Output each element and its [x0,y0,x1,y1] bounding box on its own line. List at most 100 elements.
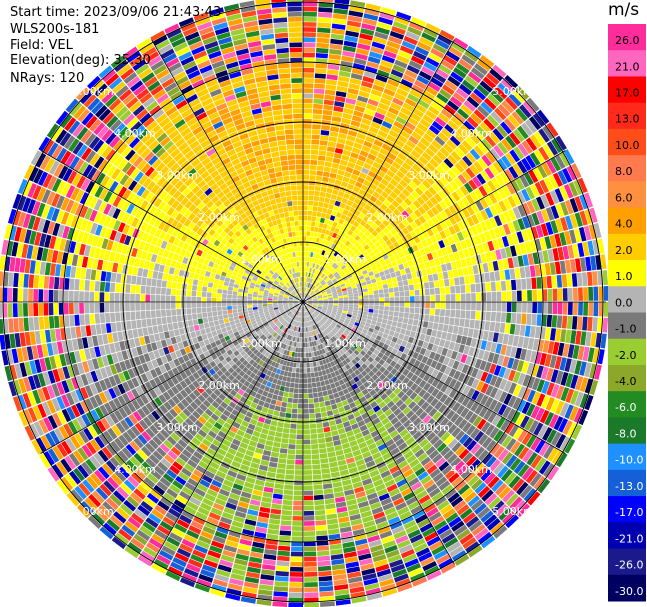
radar-gate-cell [467,495,481,508]
radar-gate-cell [320,380,326,387]
radar-gate-cell [146,492,160,504]
radar-gate-cell [536,365,544,379]
radar-gate-cell [424,565,440,576]
radar-gate-cell [487,93,501,107]
radar-gate-cell [502,223,511,235]
radar-gate-cell [113,397,122,409]
radar-gate-cell [326,146,336,153]
radar-gate-cell [331,563,346,571]
radar-gate-cell [298,306,301,311]
radar-gate-cell [303,505,314,511]
radar-gate-cell [210,353,218,361]
radar-gate-cell [310,291,314,296]
radar-gate-cell [119,361,127,372]
radar-gate-cell [84,385,94,398]
radar-gate-cell [425,22,441,34]
radar-gate-cell [317,12,333,18]
radar-gate-cell [306,367,311,373]
radar-gate-cell [312,279,316,285]
radar-gate-cell [273,586,289,592]
radar-gate-cell [328,303,334,306]
radar-gate-cell [223,422,232,430]
radar-gate-cell [328,300,334,302]
radar-gate-cell [565,373,574,388]
radar-gate-cell [386,320,393,326]
radar-gate-cell [269,513,281,520]
radar-gate-cell [499,270,506,281]
radar-gate-cell [480,101,493,114]
radar-gate-cell [361,208,369,216]
radar-gate-cell [177,425,187,435]
radar-gate-cell [391,277,398,283]
radar-gate-cell [125,443,137,456]
radar-gate-cell [343,304,349,307]
radar-gate-cell [507,221,516,234]
radar-gate-cell [288,392,294,398]
radar-gate-cell [321,369,327,376]
radar-gate-cell [113,453,125,466]
radar-gate-cell [562,343,570,357]
radar-gate-cell [137,449,148,461]
radar-gate-cell [193,450,204,460]
radar-gate-cell [566,315,573,330]
radar-gate-cell [245,428,254,435]
radar-gate-cell [307,303,313,305]
radar-gate-cell [362,311,368,316]
radar-gate-cell [402,261,410,269]
radar-gate-cell [412,462,423,473]
radar-gate-cell [250,402,258,409]
radar-gate-cell [370,166,379,174]
radar-gate-cell [155,340,163,350]
radar-gate-cell [578,302,583,316]
radar-gate-cell [306,287,309,293]
radar-gate-cell [162,516,176,527]
radar-gate-cell [306,226,311,231]
radar-gate-cell [333,579,348,586]
radar-gate-cell [462,421,472,433]
radar-gate-cell [397,317,404,323]
radar-gate-cell [327,333,332,339]
radar-gate-cell [283,494,293,501]
radar-gate-cell [487,331,494,342]
radar-gate-cell [160,339,168,348]
radar-gate-cell [527,290,532,302]
radar-gate-cell [320,320,325,325]
radar-gate-cell [419,262,426,270]
radar-gate-cell [239,408,248,416]
radar-gate-cell [73,450,85,464]
radar-gate-cell [150,488,163,500]
radar-gate-cell [416,490,428,500]
radar-gate-cell [313,366,318,372]
radar-gate-cell [398,442,408,451]
radar-gate-cell [556,274,563,288]
radar-gate-cell [517,218,526,231]
radar-gate-cell [117,450,129,463]
radar-gate-cell [328,356,333,362]
radar-gate-cell [388,287,394,293]
radar-gate-cell [308,246,312,252]
radar-gate-cell [284,321,289,327]
radar-gate-cell [306,304,311,309]
radar-gate-cell [559,402,570,417]
radar-gate-cell [395,270,401,277]
radar-gate-cell [321,473,331,479]
radar-gate-cell [450,261,458,270]
radar-gate-cell [406,273,413,280]
radar-gate-cell [258,437,267,445]
radar-gate-cell [451,550,467,562]
radar-gate-cell [455,334,463,344]
radar-gate-cell [345,30,360,38]
radar-gate-cell [46,385,56,399]
radar-gate-cell [148,537,163,549]
radar-gate-cell [562,288,568,301]
radar-gate-cell [471,367,479,378]
radar-gate-cell [320,365,325,371]
radar-gate-cell [406,324,413,331]
radar-gate-cell [562,245,570,260]
radar-gate-cell [317,155,326,161]
radar-gate-cell [457,173,468,185]
radar-gate-cell [490,342,498,353]
radar-gate-cell [516,160,528,174]
radar-gate-cell [343,447,352,455]
radar-gate-cell [587,316,593,332]
